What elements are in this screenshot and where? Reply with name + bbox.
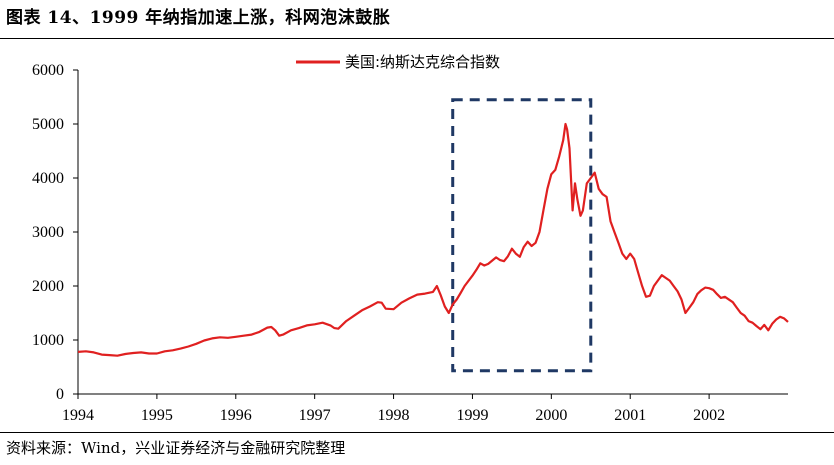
y-tick-label: 2000 bbox=[32, 278, 64, 295]
top-rule bbox=[0, 38, 834, 39]
axes: 0 1000 2000 3000 4000 5000 6000 1994 1995 1996 199… bbox=[32, 62, 788, 424]
y-tick-label: 5000 bbox=[32, 116, 64, 133]
x-tick-label: 2000 bbox=[535, 407, 567, 424]
y-tick-label: 3000 bbox=[32, 224, 64, 241]
y-tick-label: 1000 bbox=[32, 332, 64, 349]
series-line-nasdaq bbox=[77, 122, 789, 357]
x-tick-label: 1998 bbox=[378, 407, 410, 424]
annotation-layer bbox=[451, 98, 593, 373]
x-tick-label: 1996 bbox=[220, 407, 252, 424]
legend: 美国:纳斯达克综合指数 bbox=[296, 53, 500, 71]
x-tick-label: 2001 bbox=[614, 407, 646, 424]
y-tick-label: 4000 bbox=[32, 170, 64, 187]
y-tick-label: 6000 bbox=[32, 62, 64, 79]
chart: 0 1000 2000 3000 4000 5000 6000 1994 1995 1996 199… bbox=[32, 53, 789, 424]
chart-title: 图表 14、1999 年纳指加速上涨，科网泡沫鼓胀 bbox=[6, 8, 391, 28]
source-note: 资料来源：Wind，兴业证券经济与金融研究院整理 bbox=[6, 439, 346, 457]
x-tick-label: 1995 bbox=[141, 407, 173, 424]
series-layer bbox=[77, 122, 789, 357]
x-tick-label: 1994 bbox=[62, 407, 94, 424]
bottom-rule bbox=[0, 432, 834, 433]
highlight-box bbox=[451, 98, 593, 373]
x-tick-label: 1997 bbox=[299, 407, 331, 424]
y-tick-label: 0 bbox=[56, 386, 64, 403]
legend-label: 美国:纳斯达克综合指数 bbox=[345, 53, 500, 71]
x-tick-label: 1999 bbox=[456, 407, 488, 424]
x-tick-label: 2002 bbox=[693, 407, 725, 424]
